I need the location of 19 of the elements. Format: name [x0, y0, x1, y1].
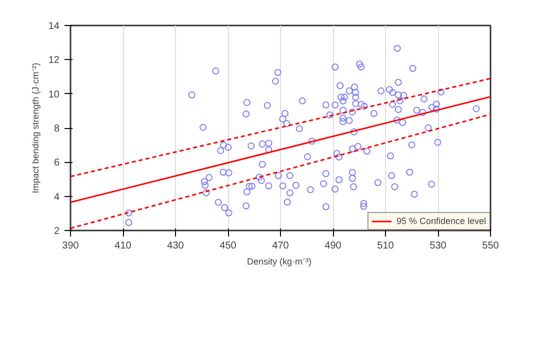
x-tick-label: 510 — [377, 240, 394, 252]
x-tick-label: 410 — [114, 240, 132, 252]
legend-label: 95 % Confidence level — [396, 216, 486, 226]
x-tick-label: 530 — [430, 240, 447, 252]
y-tick-label: 14 — [48, 21, 60, 32]
x-tick-label: 430 — [167, 240, 184, 252]
x-tick-label: 450 — [220, 240, 237, 252]
y-tick-label: 6 — [54, 158, 60, 169]
x-tick-label: 490 — [324, 240, 342, 252]
y-tick-label: 2 — [54, 226, 60, 237]
y-axis-title: Impact bending strength (J·cm⁻²) — [30, 62, 40, 194]
x-tick-label: 550 — [482, 240, 500, 252]
y-tick-label: 12 — [48, 55, 60, 66]
y-tick-label: 10 — [48, 89, 60, 100]
x-tick-label: 470 — [272, 240, 290, 252]
y-tick-label: 8 — [54, 124, 60, 134]
x-axis-title: Density (kg·m⁻³) — [247, 256, 312, 266]
y-tick-label: 4 — [54, 192, 60, 203]
x-tick-label: 390 — [62, 240, 80, 252]
